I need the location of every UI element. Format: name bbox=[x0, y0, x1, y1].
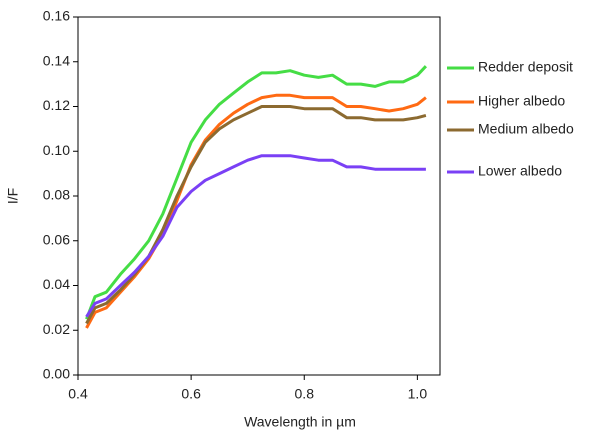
y-tick-label: 0.00 bbox=[43, 366, 70, 382]
legend-label: Redder deposit bbox=[478, 59, 573, 75]
legend-label: Medium albedo bbox=[478, 121, 574, 137]
x-tick-label: 0.6 bbox=[181, 386, 201, 402]
series-line bbox=[85, 154, 426, 318]
plot-frame bbox=[77, 16, 441, 376]
y-axis-label: I/F bbox=[5, 188, 21, 204]
y-tick-label: 0.08 bbox=[43, 187, 70, 203]
y-tick-label: 0.02 bbox=[43, 321, 70, 337]
series-line bbox=[85, 105, 427, 325]
legend-label: Lower albedo bbox=[478, 163, 562, 179]
x-tick-label: 0.4 bbox=[68, 386, 88, 402]
x-axis-label: Wavelength in µm bbox=[244, 414, 356, 430]
y-tick-label: 0.12 bbox=[43, 97, 70, 113]
y-tick-label: 0.14 bbox=[43, 52, 70, 68]
series-line bbox=[85, 65, 427, 320]
y-tick-label: 0.04 bbox=[43, 276, 70, 292]
x-tick-label: 0.8 bbox=[295, 386, 315, 402]
legend-label: Higher albedo bbox=[478, 93, 565, 109]
y-tick-label: 0.10 bbox=[43, 142, 70, 158]
y-tick-label: 0.06 bbox=[43, 231, 70, 247]
series-line bbox=[85, 93, 427, 329]
y-tick-label: 0.16 bbox=[43, 8, 70, 24]
x-tick-label: 1.0 bbox=[408, 386, 428, 402]
